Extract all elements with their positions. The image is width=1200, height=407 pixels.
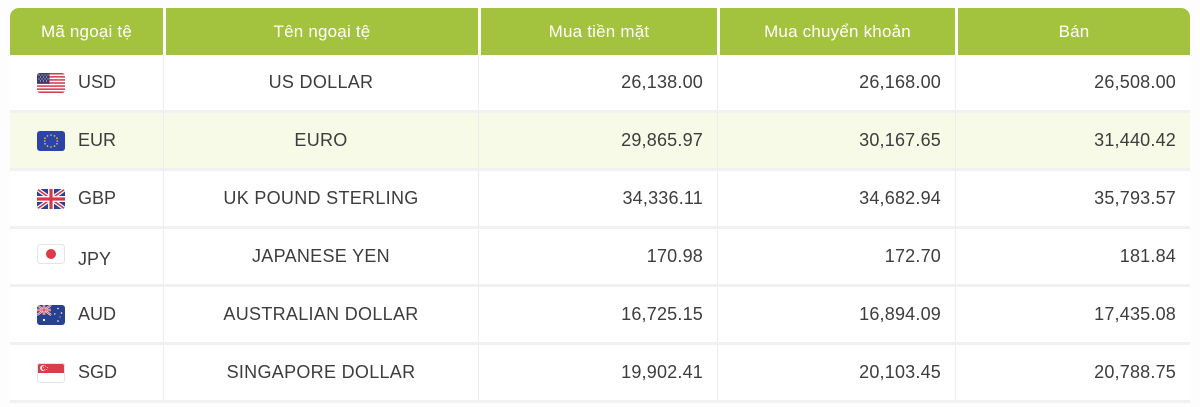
currency-code: USD — [78, 72, 117, 92]
currency-code: AUD — [78, 304, 117, 324]
cash-buy-rate: 19,902.41 — [478, 345, 717, 403]
transfer-buy-rate: 16,894.09 — [717, 287, 955, 345]
currency-name: US DOLLAR — [163, 55, 478, 113]
currency-code-cell: SGD — [10, 345, 163, 403]
exchange-rate-table: Mã ngoại tệ Tên ngoại tệ Mua tiền mặt Mu… — [10, 8, 1190, 403]
currency-name: JAPANESE YEN — [163, 229, 478, 287]
table-row-sgd: SGD SINGAPORE DOLLAR 19,902.41 20,103.45… — [10, 345, 1190, 403]
currency-name: SINGAPORE DOLLAR — [163, 345, 478, 403]
currency-code-cell: EUR — [10, 113, 163, 171]
transfer-buy-rate: 34,682.94 — [717, 171, 955, 229]
australia-flag-icon — [37, 304, 65, 325]
currency-name: EURO — [163, 113, 478, 171]
currency-code: EUR — [78, 130, 117, 150]
currency-name: UK POUND STERLING — [163, 171, 478, 229]
sell-rate: 17,435.08 — [955, 287, 1190, 345]
transfer-buy-rate: 26,168.00 — [717, 55, 955, 113]
transfer-buy-rate: 172.70 — [717, 229, 955, 287]
currency-code-cell: JPY — [10, 229, 163, 287]
japan-flag-icon — [37, 243, 65, 264]
currency-name: AUSTRALIAN DOLLAR — [163, 287, 478, 345]
cash-buy-rate: 26,138.00 — [478, 55, 717, 113]
table-row-aud: AUD AUSTRALIAN DOLLAR 16,725.15 16,894.0… — [10, 287, 1190, 345]
column-header-currency-name: Tên ngoại tệ — [163, 8, 478, 55]
currency-code: GBP — [78, 188, 117, 208]
table-row-usd: USD US DOLLAR 26,138.00 26,168.00 26,508… — [10, 55, 1190, 113]
cash-buy-rate: 170.98 — [478, 229, 717, 287]
table-row-gbp: GBP UK POUND STERLING 34,336.11 34,682.9… — [10, 171, 1190, 229]
cash-buy-rate: 29,865.97 — [478, 113, 717, 171]
currency-code: SGD — [78, 362, 118, 382]
eu-flag-icon — [37, 130, 65, 151]
us-flag-icon — [37, 72, 65, 93]
sell-rate: 20,788.75 — [955, 345, 1190, 403]
sell-rate: 31,440.42 — [955, 113, 1190, 171]
currency-code: JPY — [78, 248, 112, 269]
currency-code-cell: AUD — [10, 287, 163, 345]
column-header-currency-code: Mã ngoại tệ — [10, 8, 163, 55]
sell-rate: 181.84 — [955, 229, 1190, 287]
table-row-eur: EUR EURO 29,865.97 30,167.65 31,440.42 — [10, 113, 1190, 171]
table-row-jpy: JPY JAPANESE YEN 170.98 172.70 181.84 — [10, 229, 1190, 287]
cash-buy-rate: 16,725.15 — [478, 287, 717, 345]
cash-buy-rate: 34,336.11 — [478, 171, 717, 229]
uk-flag-icon — [37, 188, 65, 209]
table-header: Mã ngoại tệ Tên ngoại tệ Mua tiền mặt Mu… — [10, 8, 1190, 55]
currency-code-cell: GBP — [10, 171, 163, 229]
sell-rate: 26,508.00 — [955, 55, 1190, 113]
column-header-transfer-buy: Mua chuyển khoản — [717, 8, 955, 55]
column-header-sell: Bán — [955, 8, 1190, 55]
column-header-cash-buy: Mua tiền mặt — [478, 8, 717, 55]
singapore-flag-icon — [37, 362, 65, 383]
currency-code-cell: USD — [10, 55, 163, 113]
transfer-buy-rate: 20,103.45 — [717, 345, 955, 403]
transfer-buy-rate: 30,167.65 — [717, 113, 955, 171]
sell-rate: 35,793.57 — [955, 171, 1190, 229]
